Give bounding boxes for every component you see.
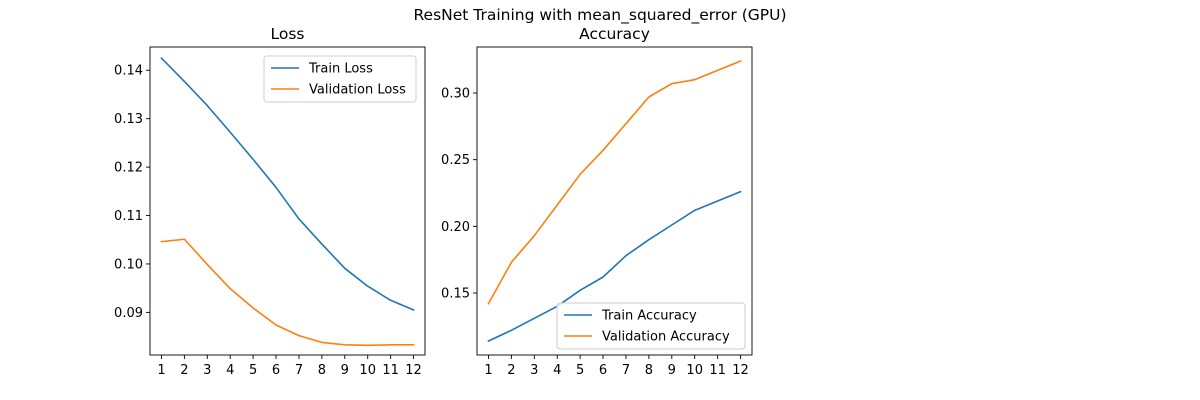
validation-loss-legend-label: Validation Loss — [309, 83, 406, 98]
accuracy-y-tick-label: 0.20 — [441, 220, 470, 235]
loss-x-tick-label: 2 — [180, 363, 188, 378]
accuracy-x-tick-label: 4 — [553, 363, 561, 378]
loss-x-tick-label: 11 — [382, 363, 399, 378]
accuracy-axes-frame — [476, 46, 753, 356]
loss-y-tick-label: 0.10 — [114, 257, 143, 272]
accuracy-x-tick-label: 6 — [599, 363, 607, 378]
figure-title: ResNet Training with mean_squared_error … — [413, 6, 786, 25]
loss-x-tick-label: 3 — [203, 363, 211, 378]
loss-chart-title: Loss — [271, 25, 305, 43]
loss-y-tick-label: 0.12 — [114, 161, 143, 176]
accuracy-x-tick-label: 10 — [686, 363, 703, 378]
loss-x-tick-label: 1 — [157, 363, 165, 378]
accuracy-legend-box — [556, 302, 746, 350]
loss-x-tick-label: 10 — [359, 363, 376, 378]
loss-x-tick-label: 8 — [318, 363, 326, 378]
accuracy-y-tick-label: 0.15 — [441, 287, 470, 302]
accuracy-x-tick-label: 9 — [668, 363, 676, 378]
loss-y-tick-label: 0.09 — [114, 306, 143, 321]
loss-x-tick-label: 6 — [272, 363, 280, 378]
loss-x-tick-label: 5 — [249, 363, 257, 378]
accuracy-x-tick-label: 3 — [530, 363, 538, 378]
accuracy-x-tick-label: 2 — [507, 363, 515, 378]
validation-accuracy-legend-label: Validation Accuracy — [602, 330, 730, 345]
loss-y-tick-label: 0.11 — [114, 209, 143, 224]
loss-x-tick-label: 9 — [341, 363, 349, 378]
loss-x-tick-label: 4 — [226, 363, 234, 378]
loss-axes-frame — [149, 46, 426, 356]
accuracy-x-tick-label: 5 — [576, 363, 584, 378]
train-accuracy-line — [487, 190, 742, 343]
train-loss-legend-label: Train Loss — [308, 62, 373, 77]
train-loss-line — [160, 57, 415, 312]
accuracy-chart-title: Accuracy — [579, 25, 650, 43]
loss-y-tick-label: 0.14 — [114, 64, 143, 79]
accuracy-x-tick-label: 8 — [645, 363, 653, 378]
accuracy-legend: Train Accuracy Validation Accuracy — [556, 302, 746, 350]
loss-legend: Train Loss Validation Loss — [263, 55, 417, 103]
train-accuracy-legend-label: Train Accuracy — [601, 309, 697, 324]
accuracy-x-tick-label: 11 — [709, 363, 726, 378]
loss-y-tick-label: 0.13 — [114, 112, 143, 127]
loss-x-tick-label: 12 — [405, 363, 422, 378]
accuracy-x-tick-label: 7 — [622, 363, 630, 378]
accuracy-x-tick-label: 12 — [732, 363, 749, 378]
validation-accuracy-line — [487, 59, 742, 305]
validation-loss-line — [160, 238, 415, 347]
loss-legend-box — [263, 55, 417, 103]
accuracy-x-tick-label: 1 — [484, 363, 492, 378]
accuracy-y-tick-label: 0.25 — [441, 153, 470, 168]
loss-x-tick-label: 7 — [295, 363, 303, 378]
accuracy-y-tick-label: 0.30 — [441, 87, 470, 102]
